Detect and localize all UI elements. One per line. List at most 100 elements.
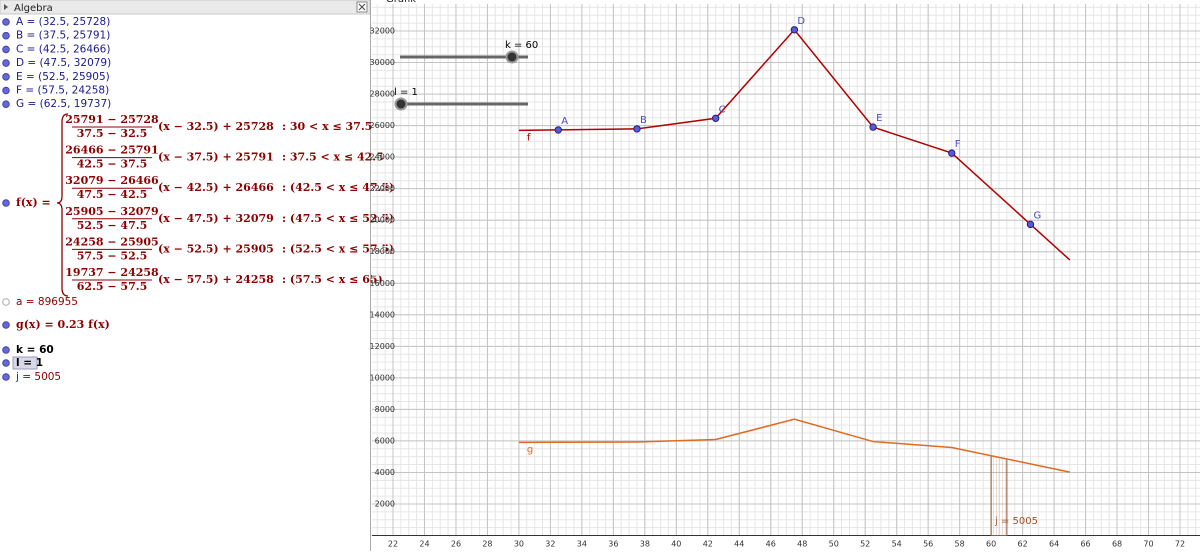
x-tick-label: 42 bbox=[703, 540, 713, 549]
function-lhs: f(x) = bbox=[16, 196, 51, 209]
slider-l-value: l = 1 bbox=[16, 357, 43, 369]
fraction-numerator: 26466 − 25791 bbox=[65, 144, 158, 157]
point-definition: F = (57.5, 24258) bbox=[16, 85, 109, 97]
piece-expression: (x − 42.5) + 26466 bbox=[158, 181, 274, 194]
piece-condition: : 37.5 < x ≤ 42.5 bbox=[282, 151, 384, 164]
algebra-title: Algebra bbox=[14, 3, 53, 14]
point-label: D bbox=[797, 16, 805, 27]
x-tick-label: 48 bbox=[797, 540, 807, 549]
fraction-numerator: 19737 − 24258 bbox=[65, 266, 159, 279]
y-tick-label: 4000 bbox=[375, 468, 395, 477]
y-tick-label: 6000 bbox=[375, 436, 395, 445]
x-tick-label: 30 bbox=[514, 540, 524, 549]
x-tick-label: 32 bbox=[545, 540, 555, 549]
x-tick-label: 52 bbox=[860, 540, 870, 549]
x-tick-label: 56 bbox=[923, 540, 933, 549]
y-tick-label: 10000 bbox=[370, 373, 395, 382]
piece-expression: (x − 52.5) + 25905 bbox=[158, 242, 274, 255]
x-tick-label: 26 bbox=[451, 540, 461, 549]
point-label: E bbox=[876, 113, 882, 124]
piece-expression: (x − 37.5) + 25791 bbox=[158, 151, 274, 164]
x-tick-label: 54 bbox=[892, 540, 902, 549]
x-tick-label: 28 bbox=[482, 540, 492, 549]
point[interactable] bbox=[633, 125, 641, 133]
point-definition: D = (47.5, 32079) bbox=[16, 57, 111, 69]
slider-knob[interactable] bbox=[505, 50, 519, 64]
fraction-denominator: 37.5 − 32.5 bbox=[77, 127, 147, 140]
x-tick-label: 34 bbox=[577, 540, 587, 549]
aux-value: a = 896955 bbox=[16, 296, 78, 308]
y-tick-label: 28000 bbox=[370, 90, 395, 99]
point-definition: B = (37.5, 25791) bbox=[16, 30, 110, 42]
piece-condition: : 30 < x ≤ 37.5 bbox=[282, 120, 372, 133]
visibility-toggle[interactable] bbox=[2, 321, 10, 329]
visibility-toggle[interactable] bbox=[2, 346, 10, 354]
y-tick-label: 30000 bbox=[370, 58, 395, 67]
fraction-numerator: 25905 − 32079 bbox=[65, 205, 158, 218]
point-label: A bbox=[561, 116, 568, 127]
slider-label: k = 60 bbox=[505, 40, 538, 51]
x-tick-label: 44 bbox=[734, 540, 744, 549]
point-label: F bbox=[955, 139, 961, 150]
piece-expression: (x − 57.5) + 24258 bbox=[158, 273, 274, 286]
fraction-denominator: 42.5 − 37.5 bbox=[77, 158, 147, 171]
collapse-icon[interactable] bbox=[4, 4, 8, 10]
y-tick-label: 24000 bbox=[370, 153, 395, 162]
integral-label: j = 5005 bbox=[994, 516, 1038, 527]
x-tick-label: 40 bbox=[671, 540, 681, 549]
y-tick-label: 8000 bbox=[375, 405, 395, 414]
piece-condition: : (57.5 < x ≤ 65) bbox=[282, 273, 383, 286]
close-button[interactable] bbox=[356, 1, 368, 13]
point[interactable] bbox=[869, 123, 877, 131]
y-tick-label: 26000 bbox=[370, 121, 395, 130]
y-tick-label: 22000 bbox=[370, 184, 395, 193]
slider-knob[interactable] bbox=[394, 97, 408, 111]
y-tick-label: 12000 bbox=[370, 342, 395, 351]
visibility-toggle[interactable] bbox=[2, 298, 10, 306]
y-tick-label: 18000 bbox=[370, 247, 395, 256]
visibility-toggle[interactable] bbox=[2, 59, 10, 67]
visibility-toggle[interactable] bbox=[2, 199, 10, 207]
selection-highlight bbox=[12, 356, 38, 370]
visibility-toggle[interactable] bbox=[2, 359, 10, 367]
visibility-toggle[interactable] bbox=[2, 373, 10, 381]
point[interactable] bbox=[711, 114, 720, 122]
x-tick-label: 38 bbox=[640, 540, 650, 549]
x-tick-label: 62 bbox=[1018, 540, 1028, 549]
x-tick-label: 58 bbox=[955, 540, 965, 549]
piece-condition: : (42.5 < x ≤ 47.5) bbox=[282, 181, 394, 194]
x-tick-label: 72 bbox=[1175, 540, 1185, 549]
point-label: B bbox=[640, 115, 647, 126]
visibility-toggle[interactable] bbox=[2, 18, 10, 26]
point[interactable] bbox=[790, 26, 799, 34]
g-label: g bbox=[527, 444, 533, 455]
point-definition: G = (62.5, 19737) bbox=[16, 98, 111, 110]
x-tick-label: 24 bbox=[419, 540, 429, 549]
y-tick-label: 32000 bbox=[370, 27, 395, 36]
fraction-denominator: 52.5 − 47.5 bbox=[77, 219, 147, 232]
integral-value: j = 5005 bbox=[15, 371, 61, 383]
point-definition: E = (52.5, 25905) bbox=[16, 71, 110, 83]
function-g: g(x) = 0.23 f(x) bbox=[16, 318, 110, 331]
point[interactable] bbox=[948, 149, 956, 157]
visibility-toggle[interactable] bbox=[2, 73, 10, 81]
fraction-numerator: 24258 − 25905 bbox=[65, 235, 158, 248]
point[interactable] bbox=[1026, 220, 1035, 229]
function-g bbox=[518, 418, 1070, 473]
y-tick-label: 2000 bbox=[375, 499, 395, 508]
x-tick-label: 46 bbox=[766, 540, 776, 549]
visibility-toggle[interactable] bbox=[2, 86, 10, 95]
x-tick-label: 68 bbox=[1112, 540, 1122, 549]
x-tick-label: 66 bbox=[1080, 540, 1090, 549]
y-tick-label: 14000 bbox=[370, 310, 395, 319]
visibility-toggle[interactable] bbox=[2, 31, 10, 40]
point[interactable] bbox=[554, 126, 562, 134]
y-tick-label: 16000 bbox=[370, 279, 395, 288]
algebra-header bbox=[0, 0, 371, 15]
slider-label: l = 1 bbox=[394, 87, 418, 98]
visibility-toggle[interactable] bbox=[2, 100, 10, 108]
piece-condition: : (47.5 < x ≤ 52.5) bbox=[282, 212, 394, 225]
point-label: C bbox=[719, 104, 726, 115]
visibility-toggle[interactable] bbox=[2, 45, 10, 54]
point-label: G bbox=[1033, 210, 1041, 221]
